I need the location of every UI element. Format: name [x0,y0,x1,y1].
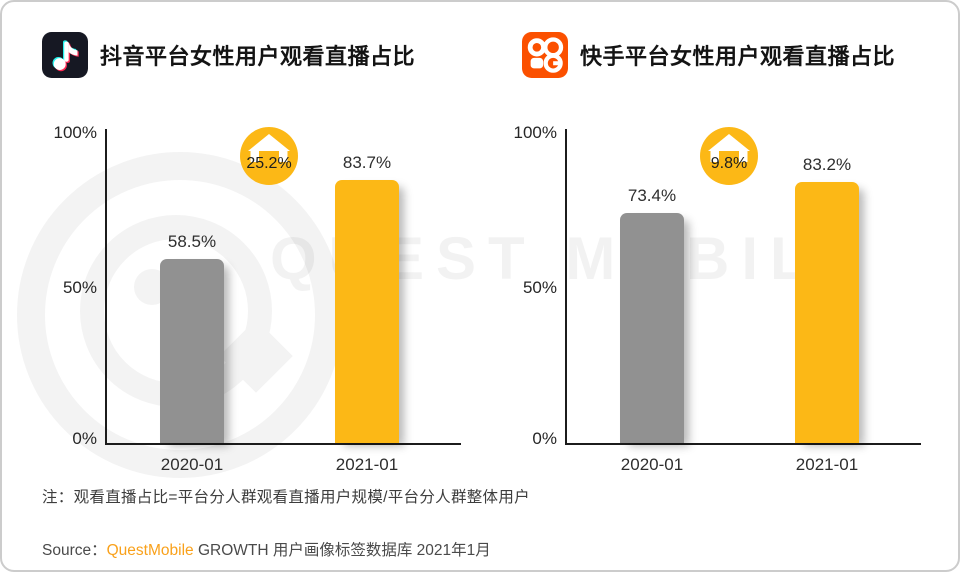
y-tick-100: 100% [513,123,557,142]
delta-badge: 9.8% [700,127,758,185]
bar-2020-01: 73.4% [620,186,684,443]
delta-badge: 25.2% [240,127,298,185]
bar-value-label: 73.4% [627,186,677,205]
kuaishou-chart-header: 快手平台女性用户观看直播占比 [522,32,895,78]
douyin-icon [42,32,88,78]
y-tick-0: 0% [72,429,97,448]
bar-2020-01: 58.5% [160,232,224,443]
x-axis [565,443,921,445]
source-prefix: Source： [42,542,107,559]
bar-value-label: 58.5% [167,232,217,251]
x-label-2021-01: 2021-01 [795,455,859,474]
kuaishou-icon [522,32,568,78]
x-axis [105,443,461,445]
source-brand: QuestMobile [106,542,194,559]
y-axis [565,129,567,443]
kuaishou-bar-chart: 100% 50% 0% 73.4% 83.2% 9.8% 2020-01 202… [482,107,932,497]
kuaishou-chart-title: 快手平台女性用户观看直播占比 [580,44,896,69]
bar-value-label: 83.7% [342,153,392,172]
douyin-chart-title: 抖音平台女性用户观看直播占比 [100,44,416,69]
delta-value: 9.8% [710,155,748,172]
source-suffix: GROWTH 用户画像标签数据库 2021年1月 [193,542,491,559]
y-axis [105,129,107,443]
y-tick-50: 50% [522,278,557,297]
source-line: Source：QuestMobile GROWTH 用户画像标签数据库 2021… [42,538,491,560]
increase-arrow-icon [240,127,298,185]
plot-area: 58.5% 83.7% [107,129,461,443]
y-tick-0: 0% [532,429,557,448]
bar-value-label: 83.2% [802,155,852,174]
x-label-2020-01: 2020-01 [160,455,224,474]
delta-value: 25.2% [246,155,292,172]
y-tick-50: 50% [62,278,97,297]
douyin-chart-header: 抖音平台女性用户观看直播占比 [42,32,415,78]
x-label-2020-01: 2020-01 [620,455,684,474]
footnote: 注：观看直播占比=平台分人群观看直播用户规模/平台分人群整体用户 [42,489,530,506]
increase-arrow-icon [700,127,758,185]
y-tick-100: 100% [53,123,97,142]
bar-2021-01: 83.7% [335,153,399,443]
bar-2021-01: 83.2% [795,155,859,443]
plot-area: 73.4% 83.2% [567,129,921,443]
douyin-bar-chart: 100% 50% 0% 58.5% 83.7% 25.2% 2020-01 20… [22,107,472,497]
x-label-2021-01: 2021-01 [335,455,399,474]
